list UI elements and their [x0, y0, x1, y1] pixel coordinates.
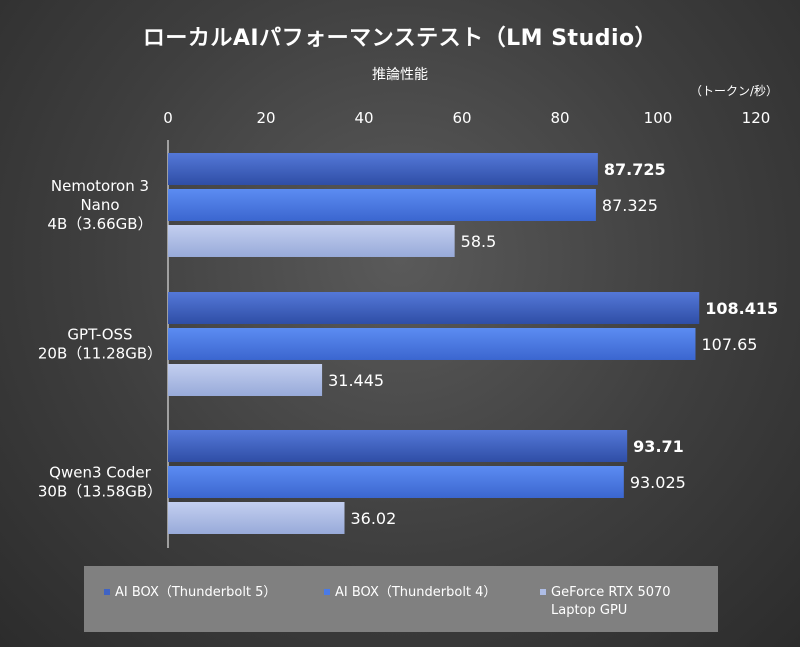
legend: AI BOX（Thunderbolt 5） AI BOX（Thunderbolt …: [84, 566, 718, 632]
x-tick-label: 20: [256, 109, 275, 127]
legend-swatch: [324, 588, 330, 595]
bar: [168, 225, 455, 257]
bar: [168, 430, 628, 462]
data-label: 31.445: [328, 371, 384, 390]
bar: [168, 292, 700, 324]
legend-item: AI BOX（Thunderbolt 5）: [104, 584, 276, 602]
x-tick-label: 60: [452, 109, 471, 127]
legend-label: AI BOX（Thunderbolt 5）: [115, 585, 277, 600]
category-label: 4B（3.66GB）: [47, 215, 152, 233]
category-label: Nano: [80, 196, 119, 214]
category-label: Qwen3 Coder: [49, 464, 152, 482]
data-label: 87.325: [602, 196, 658, 215]
x-tick-label: 0: [163, 109, 173, 127]
bar: [168, 189, 596, 221]
category-label: Nemotoron 3: [51, 177, 149, 195]
x-tick-label: 80: [550, 109, 569, 127]
legend-swatch: [540, 588, 546, 595]
data-label: 36.02: [350, 509, 396, 528]
data-label: 93.71: [633, 437, 684, 456]
x-tick-label: 100: [644, 109, 673, 127]
data-label: 93.025: [630, 473, 686, 492]
data-label: 87.725: [604, 160, 666, 179]
legend-label: Laptop GPU: [551, 603, 628, 618]
legend-swatch: [104, 588, 110, 595]
bar: [168, 466, 624, 498]
category-label: 30B（13.58GB）: [38, 483, 162, 501]
chart-title: ローカルAIパフォーマンステスト（LM Studio）: [142, 26, 658, 51]
x-tick-label: 40: [354, 109, 373, 127]
data-label: 107.65: [701, 335, 757, 354]
bar: [168, 364, 323, 396]
bar: [168, 502, 345, 534]
legend-item: GeForce RTX 5070 Laptop GPU: [540, 584, 671, 620]
data-label: 58.5: [461, 232, 497, 251]
axis-unit-label: （トークン/秒）: [690, 84, 779, 98]
data-label: 108.415: [705, 299, 778, 318]
chart-subtitle: 推論性能: [372, 67, 428, 83]
legend-label: GeForce RTX 5070: [551, 585, 671, 600]
x-tick-label: 120: [742, 109, 771, 127]
legend-label: AI BOX（Thunderbolt 4）: [335, 585, 497, 600]
category-label: GPT-OSS: [67, 326, 132, 344]
bar: [168, 153, 598, 185]
legend-item: AI BOX（Thunderbolt 4）: [324, 584, 496, 602]
category-label: 20B（11.28GB）: [38, 345, 162, 363]
bar: [168, 328, 696, 360]
